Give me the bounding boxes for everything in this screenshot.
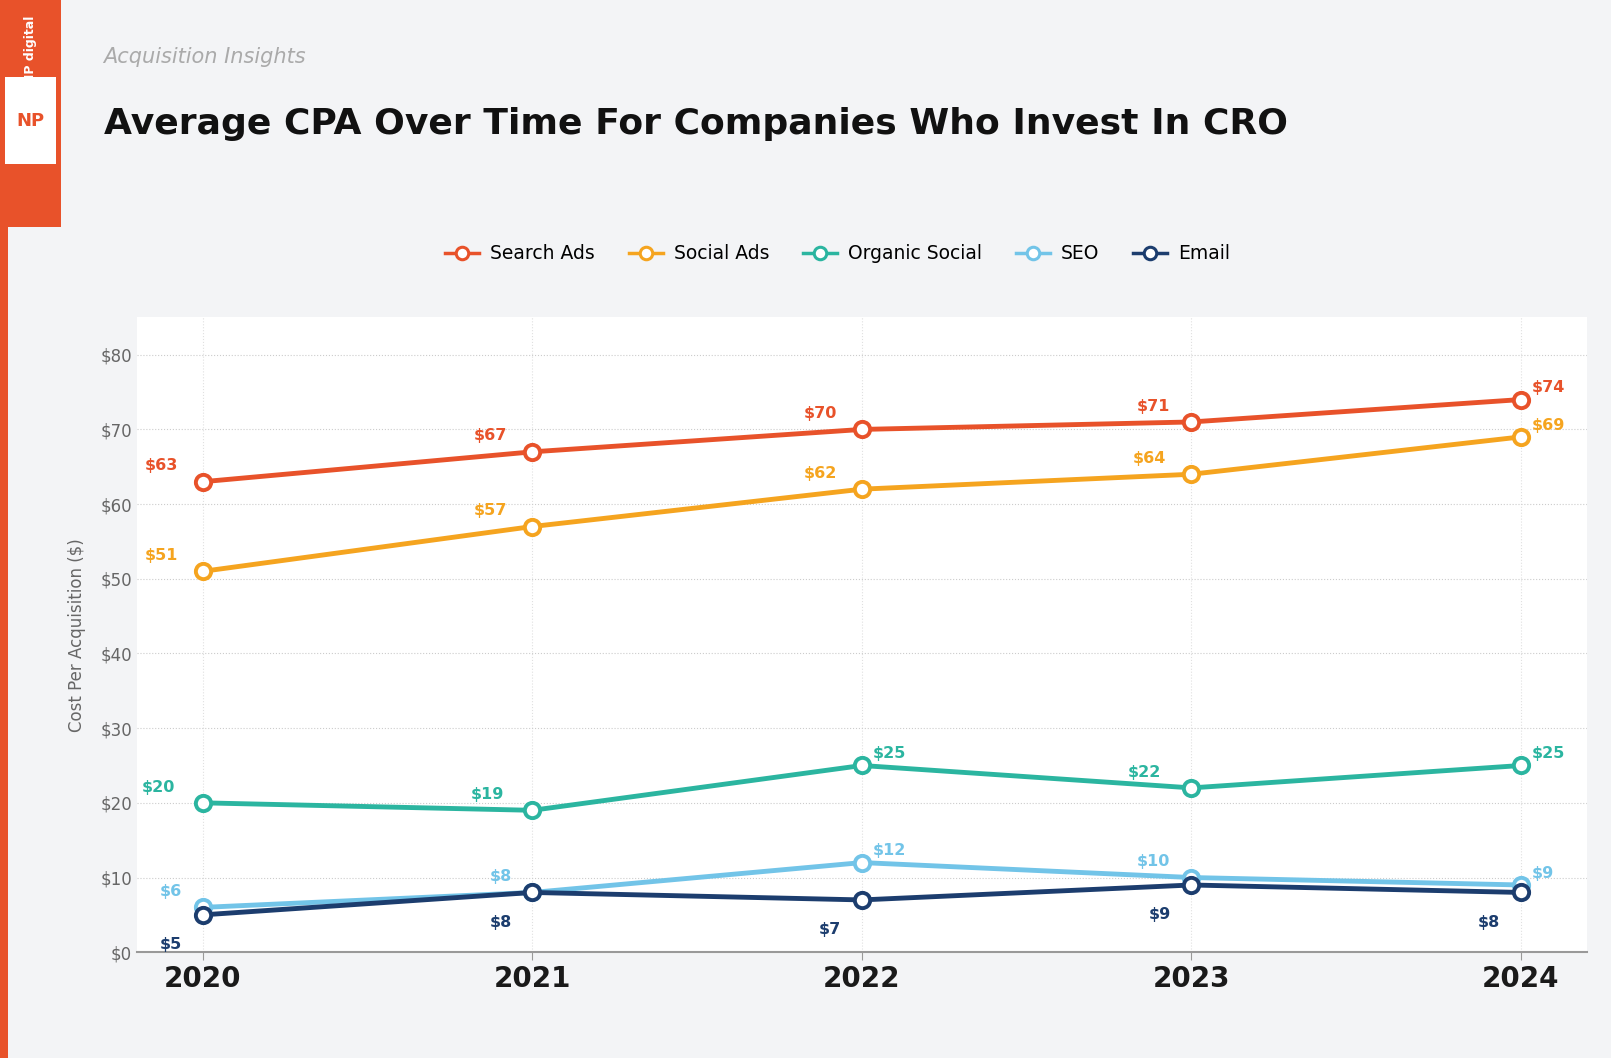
Text: NP digital: NP digital [24, 16, 37, 85]
Text: $57: $57 [474, 504, 507, 518]
Text: $8: $8 [490, 915, 512, 930]
Text: $9: $9 [1532, 865, 1555, 881]
Text: $51: $51 [145, 548, 177, 563]
Text: $8: $8 [490, 869, 512, 884]
Text: $64: $64 [1133, 451, 1166, 466]
Text: $22: $22 [1128, 765, 1162, 780]
Text: $70: $70 [804, 406, 836, 421]
Y-axis label: Cost Per Acquisition ($): Cost Per Acquisition ($) [68, 537, 87, 732]
Text: $10: $10 [1137, 854, 1171, 870]
Text: $19: $19 [470, 787, 504, 802]
Text: $69: $69 [1532, 418, 1566, 433]
Text: $7: $7 [818, 923, 841, 937]
Text: $62: $62 [804, 466, 836, 480]
Text: $25: $25 [873, 746, 907, 762]
Text: $20: $20 [142, 780, 176, 795]
Text: $74: $74 [1532, 381, 1566, 396]
Text: $12: $12 [873, 843, 907, 858]
Text: $25: $25 [1532, 746, 1566, 762]
Text: $8: $8 [1477, 915, 1500, 930]
Text: $63: $63 [145, 458, 177, 473]
Text: $9: $9 [1149, 907, 1171, 923]
Legend: Search Ads, Social Ads, Organic Social, SEO, Email: Search Ads, Social Ads, Organic Social, … [438, 237, 1237, 271]
Text: $67: $67 [474, 428, 507, 443]
Text: Average CPA Over Time For Companies Who Invest In CRO: Average CPA Over Time For Companies Who … [103, 107, 1287, 141]
Text: $6: $6 [159, 884, 182, 899]
Text: Acquisition Insights: Acquisition Insights [103, 47, 306, 67]
Text: $71: $71 [1137, 399, 1171, 414]
FancyBboxPatch shape [5, 77, 56, 164]
Text: $5: $5 [159, 937, 182, 952]
Text: NP: NP [16, 111, 45, 129]
